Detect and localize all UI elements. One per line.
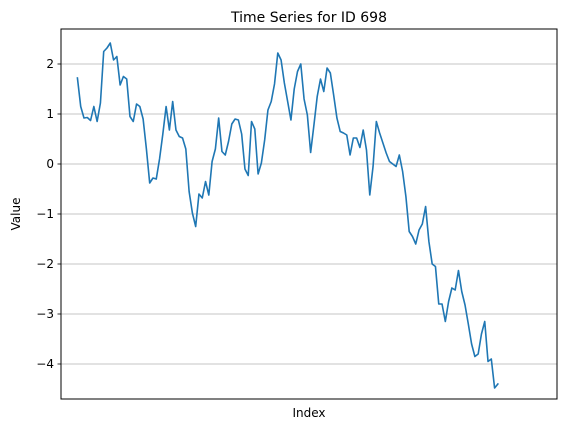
axes-frame xyxy=(60,28,558,400)
plot-area xyxy=(76,42,499,389)
x-axis-label: Index xyxy=(292,406,325,420)
chart-title: Time Series for ID 698 xyxy=(230,10,387,26)
y-tick-label: −1 xyxy=(36,207,54,221)
y-tick-label: −2 xyxy=(36,257,54,271)
y-axis-ticks: 2 1 0 −1 −2 −3 −4 xyxy=(36,57,61,371)
y-tick-label: 2 xyxy=(46,57,54,71)
y-tick-label: −3 xyxy=(36,307,54,321)
y-tick-label: −4 xyxy=(36,357,54,371)
y-tick-label: 1 xyxy=(46,107,54,121)
y-tick-label: 0 xyxy=(46,157,54,171)
gridlines xyxy=(61,63,557,365)
series-line xyxy=(76,42,499,389)
y-axis-label: Value xyxy=(9,198,23,231)
